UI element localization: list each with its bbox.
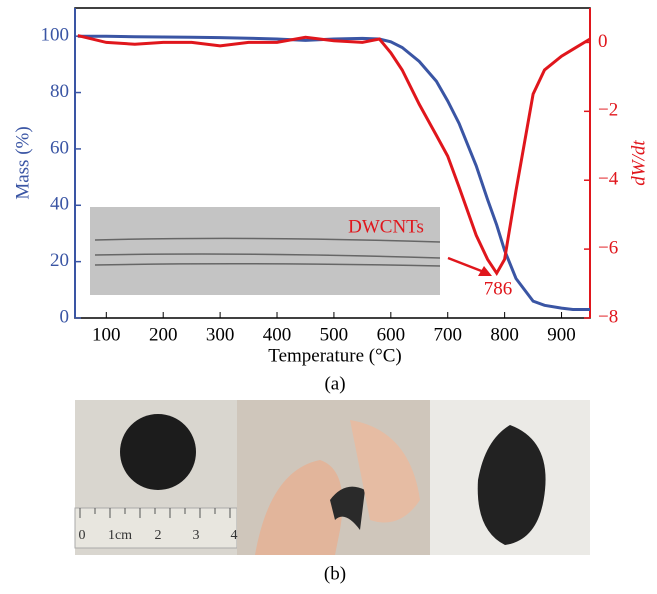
y2-tick-label: −8 — [598, 306, 618, 327]
panel-label: (b) — [324, 563, 346, 584]
y2-tick-label: 0 — [598, 31, 608, 52]
x-tick-label: 700 — [433, 324, 462, 345]
data-line — [77, 34, 591, 277]
ruler-label: 0 — [79, 528, 86, 543]
y2-tick-label: −6 — [598, 237, 618, 258]
arrow-head — [478, 266, 492, 276]
thumb — [255, 460, 343, 555]
film-folded — [477, 425, 546, 545]
y2-label: dW/dt — [628, 140, 649, 186]
y-tick-label: 100 — [41, 25, 70, 46]
x-tick-label: 400 — [263, 324, 292, 345]
y2-tick-label: −2 — [598, 100, 618, 121]
x-tick-label: 600 — [377, 324, 406, 345]
y-tick-label: 0 — [60, 306, 70, 327]
ruler-label: 1cm — [108, 528, 132, 543]
arrow — [447, 256, 485, 274]
annotation: 786 — [484, 278, 513, 299]
y-label: Mass (%) — [12, 126, 33, 199]
x-tick-label: 100 — [92, 324, 121, 345]
film-bent — [330, 486, 365, 530]
annotation: DWCNTs — [348, 216, 424, 237]
y-tick-label: 80 — [50, 81, 69, 102]
film-disc — [120, 414, 196, 490]
x-label: Temperature (°C) — [268, 345, 401, 366]
ruler-label: 3 — [193, 528, 200, 543]
photos — [74, 400, 590, 555]
tem-inset — [90, 207, 440, 295]
y-tick-label: 40 — [50, 194, 69, 215]
x-tick-label: 500 — [320, 324, 349, 345]
data-line — [77, 34, 590, 311]
ruler-label: 4 — [231, 528, 238, 543]
y-tick-label: 60 — [50, 137, 69, 158]
x-tick-label: 800 — [490, 324, 519, 345]
ruler-ticks — [79, 508, 231, 518]
tem-tubes — [94, 237, 441, 267]
y2-tick-label: −4 — [598, 169, 619, 190]
finger — [350, 420, 420, 523]
y-tick-label: 20 — [50, 250, 69, 271]
ruler-label: 2 — [155, 528, 162, 543]
x-tick-label: 300 — [206, 324, 235, 345]
x-tick-label: 900 — [547, 324, 576, 345]
panel-label: (a) — [324, 373, 345, 394]
x-tick-label: 200 — [149, 324, 178, 345]
